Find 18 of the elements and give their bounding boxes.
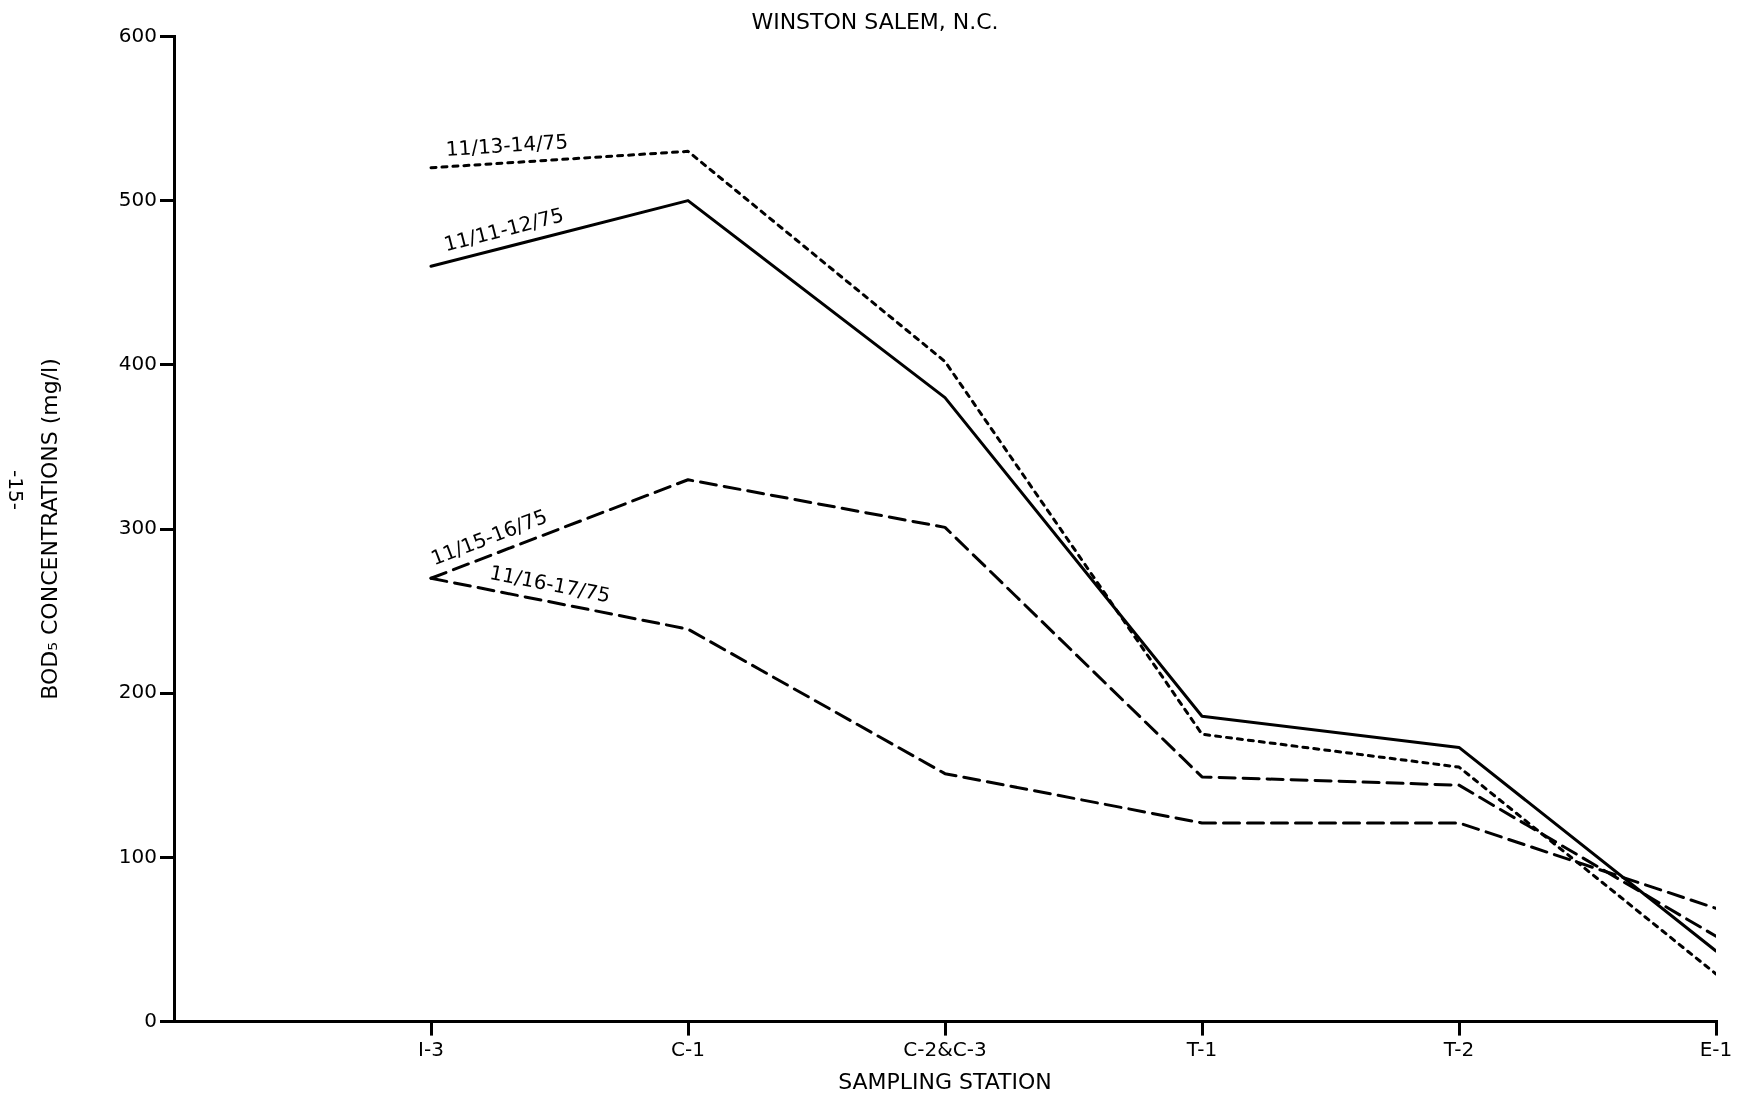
y-tick-label: 300 [118, 515, 157, 540]
y-tick-label: 400 [118, 351, 157, 375]
y-tick-label: 100 [118, 843, 157, 868]
y-tick-label: 600 [118, 22, 157, 47]
x-axis-title: SAMPLING STATION [838, 1068, 1052, 1094]
x-tick-label: T-2 [1442, 1036, 1475, 1061]
text: -15- [3, 470, 28, 510]
x-tick-label: C-2&C-3 [903, 1036, 987, 1061]
x-tick-label: T-1 [1185, 1036, 1218, 1061]
chart-title: WINSTON SALEM, N.C. [751, 8, 999, 34]
y-tick-label: 500 [118, 186, 157, 211]
y-tick-label: 0 [144, 1007, 157, 1032]
y-axis-title: BOD₅ CONCENTRATIONS (mg/l) [36, 358, 62, 700]
x-tick-label: I-3 [418, 1036, 444, 1061]
series-label: 11/13-14/75 [445, 129, 569, 161]
y-tick-label: 200 [118, 679, 157, 704]
x-tick-label: E-1 [1699, 1036, 1733, 1061]
x-tick-label: C-1 [671, 1036, 705, 1061]
